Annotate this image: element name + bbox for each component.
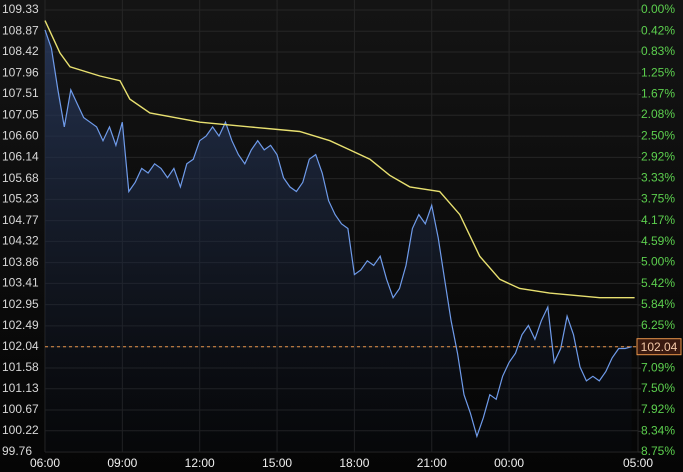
y-tick-label: 109.33 (2, 2, 39, 16)
y-tick-label: 106.60 (2, 128, 39, 142)
y2-tick-label: 3.33% (641, 170, 675, 184)
y-tick-label: 106.14 (2, 150, 39, 164)
y-tick-label: 101.13 (2, 381, 39, 395)
y2-tick-label: 5.00% (641, 255, 675, 269)
y-tick-label: 101.58 (2, 360, 39, 374)
y2-tick-label: 2.50% (641, 128, 675, 142)
y2-tick-label: 3.75% (641, 192, 675, 206)
y2-tick-label: 8.34% (641, 423, 675, 437)
y-tick-label: 107.05 (2, 107, 39, 121)
y2-tick-label: 5.42% (641, 276, 675, 290)
x-tick-label: 15:00 (262, 456, 292, 470)
line (44, 29, 632, 439)
y-tick-label: 99.76 (2, 444, 32, 458)
current-label-box (636, 338, 682, 356)
y-tick-label: 100.22 (2, 423, 39, 437)
y2-tick-label: 7.50% (641, 381, 675, 395)
y-tick-label: 107.96 (2, 65, 39, 79)
y2-tick-label: 8.75% (641, 444, 675, 458)
line (44, 20, 635, 299)
y-tick-label: 102.49 (2, 318, 39, 332)
x-tick-label: 12:00 (185, 456, 215, 470)
y2-tick-label: 2.08% (641, 107, 675, 121)
y2-tick-label: 4.59% (641, 234, 675, 248)
x-tick-label: 21:00 (417, 456, 447, 470)
current-label: 102.04 (641, 340, 678, 354)
y-tick-label: 105.23 (2, 192, 39, 206)
y2-tick-label: 6.25% (641, 318, 675, 332)
y2-tick-label: 0.42% (641, 23, 675, 37)
y-tick-label: 107.51 (2, 86, 39, 100)
y2-tick-label: 0.83% (641, 44, 675, 58)
y-tick-label: 108.42 (2, 44, 39, 58)
y-tick-label: 102.95 (2, 297, 39, 311)
y-tick-label: 104.32 (2, 234, 39, 248)
y2-tick-label: 5.84% (641, 297, 675, 311)
y-tick-label: 105.68 (2, 171, 39, 185)
y-tick-label: 104.77 (2, 213, 39, 227)
y2-tick-label: 1.25% (641, 65, 675, 79)
x-tick-label: 18:00 (339, 456, 369, 470)
y-tick-label: 100.67 (2, 402, 39, 416)
x-tick-label: 06:00 (30, 456, 60, 470)
y-tick-label: 103.86 (2, 255, 39, 269)
x-tick-label: 00:00 (494, 456, 524, 470)
y2-tick-label: 4.17% (641, 213, 675, 227)
y2-tick-label: 1.67% (641, 87, 675, 101)
y2-tick-label: 7.92% (641, 402, 675, 416)
y-tick-label: 108.87 (2, 23, 39, 37)
y2-tick-label: 2.92% (641, 150, 675, 164)
y-tick-label: 103.41 (2, 276, 39, 290)
y-tick-label: 102.04 (2, 339, 39, 353)
y2-tick-label: 7.09% (641, 360, 675, 374)
y2-tick-label: 0.00% (641, 2, 675, 16)
x-tick-label: 05:00 (623, 456, 653, 470)
x-tick-label: 09:00 (107, 456, 137, 470)
